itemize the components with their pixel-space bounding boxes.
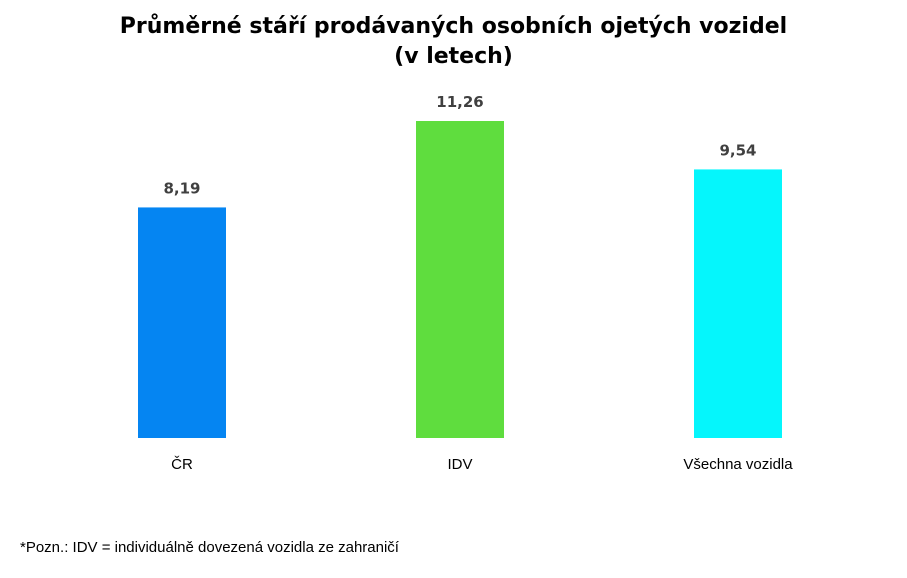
data-label-0: 8,19 bbox=[163, 179, 200, 197]
category-label-0: ČR bbox=[171, 456, 193, 473]
bar-1 bbox=[416, 121, 504, 438]
bar-0 bbox=[138, 207, 226, 438]
chart-title-block: Průměrné stáří prodávaných osobních ojet… bbox=[0, 12, 907, 72]
data-label-2: 9,54 bbox=[719, 141, 756, 159]
footnote: *Pozn.: IDV = individuálně dovezená vozi… bbox=[20, 539, 399, 556]
bar-2 bbox=[694, 169, 782, 438]
chart-title: Průměrné stáří prodávaných osobních ojet… bbox=[119, 14, 788, 39]
category-label-2: Všechna vozidla bbox=[683, 456, 793, 473]
category-label-1: IDV bbox=[447, 456, 472, 473]
data-label-1: 11,26 bbox=[436, 93, 483, 111]
chart-subtitle: (v letech) bbox=[394, 44, 513, 69]
